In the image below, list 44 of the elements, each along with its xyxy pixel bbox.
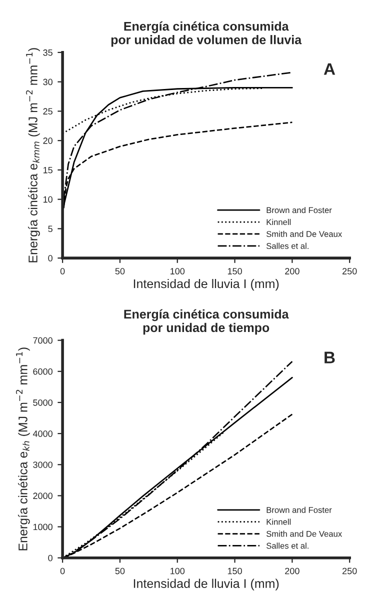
legend-label: Smith and De Veaux — [266, 230, 342, 237]
legend-label: Salles et al. — [266, 542, 308, 549]
y-tick-label: 10 — [43, 196, 52, 203]
x-tick-label: 50 — [115, 568, 125, 574]
annotation: B — [324, 352, 335, 364]
y-tick-label: 20 — [43, 138, 52, 144]
x-tick-label: 100 — [170, 268, 185, 274]
y-tick-label: 0 — [48, 255, 52, 262]
legend-label: Brown and Foster — [266, 506, 332, 513]
y-tick-label: 3000 — [33, 462, 52, 468]
legend-label: Salles et al. — [266, 242, 308, 249]
y-axis-title: Energía cinética e$_{kmm}$ (MJ m$^{−2}$ mm$^{−1}$) — [26, 48, 40, 262]
y-tick-label: 4000 — [32, 430, 52, 437]
x-tick-label: 100 — [170, 568, 185, 574]
annotation: A — [324, 63, 336, 75]
chart-title: Energía cinética consumida por unidad de volumen de lluvia — [111, 21, 302, 47]
y-tick-label: 2000 — [33, 492, 52, 500]
x-tick-label: 0 — [60, 568, 65, 574]
y-tick-label: 30 — [43, 78, 52, 86]
legend-label: Brown and Foster — [266, 206, 332, 214]
legend-label: Smith and De Veaux — [266, 530, 342, 537]
y-tick-label: 0 — [48, 554, 52, 562]
x-axis-title: Intensidad de lluvia I (mm) — [134, 578, 279, 590]
y-tick-label: 7000 — [33, 337, 52, 344]
x-axis-title: Intensidad de lluvia I (mm) — [134, 278, 279, 291]
y-tick-label: 5000 — [33, 399, 52, 406]
x-tick-label: 250 — [342, 568, 357, 574]
y-tick-label: 35 — [43, 49, 52, 56]
x-tick-label: 50 — [115, 268, 125, 274]
legend-label: Kinnell — [266, 518, 291, 525]
y-tick-label: 25 — [43, 108, 52, 115]
chart-title: Energía cinética consumida por unidad de tiempo — [124, 309, 289, 335]
x-tick-label: 200 — [285, 568, 300, 574]
y-tick-label: 6000 — [33, 368, 52, 375]
legend-label: Kinnell — [266, 218, 291, 226]
y-tick-label: 1000 — [33, 524, 52, 530]
y-axis-title: Energía cinética e$_{kh}$ (MJ m$^{−2}$ mm$^{−1}$) — [16, 348, 30, 550]
x-tick-label: 250 — [342, 268, 357, 274]
x-tick-label: 200 — [285, 268, 300, 274]
x-tick-label: 150 — [228, 268, 242, 274]
x-tick-label: 150 — [228, 568, 242, 574]
y-tick-label: 5 — [48, 226, 52, 232]
x-tick-label: 0 — [60, 268, 65, 274]
y-tick-label: 15 — [43, 167, 52, 174]
